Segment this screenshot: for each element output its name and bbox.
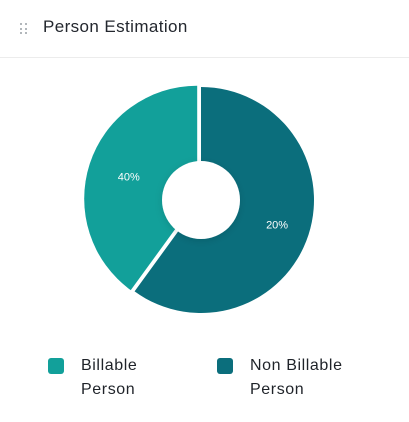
legend-label-non-billable-line1: Non Billable (250, 357, 343, 374)
drag-handle-icon[interactable] (20, 23, 28, 35)
legend-swatch-non-billable (217, 358, 233, 374)
donut-chart: 40% 20% (84, 85, 314, 313)
slice-label-non-billable-person: 20% (266, 220, 288, 232)
card-header: Person Estimation (0, 0, 409, 58)
legend-label-billable-line2: Person (81, 381, 136, 398)
card-title: Person Estimation (43, 17, 188, 36)
donut-slice-billable-person[interactable] (84, 85, 198, 291)
legend-swatch-billable (48, 358, 64, 374)
legend-label-non-billable-line2: Person (250, 381, 305, 398)
legend-label-billable-line1: Billable (81, 357, 138, 374)
chart-legend: Billable Person Non Billable Person (0, 352, 409, 412)
slice-label-billable-person: 40% (118, 172, 140, 184)
donut-hole (162, 161, 240, 239)
